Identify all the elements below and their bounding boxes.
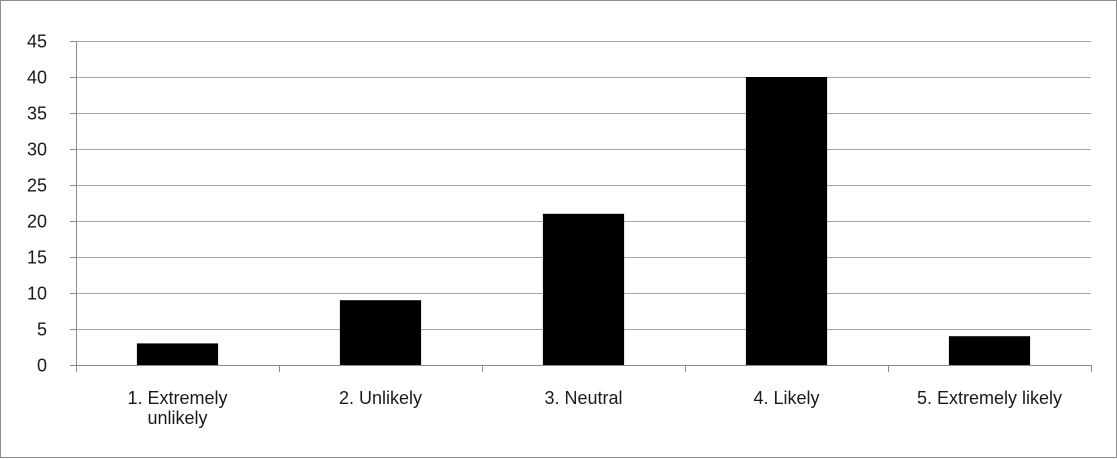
y-tick-label: 30 [27, 140, 47, 160]
bar-1 [136, 343, 219, 365]
y-tick-label: 45 [27, 32, 47, 52]
x-tick-label: 1. Extremely unlikely [127, 388, 227, 428]
y-tick-label: 25 [27, 176, 47, 196]
y-tick-label: 15 [27, 248, 47, 268]
bar-4 [745, 77, 828, 365]
axes [70, 41, 1092, 372]
bar-2 [339, 300, 422, 365]
y-tick-label: 20 [27, 212, 47, 232]
y-tick-label: 5 [37, 320, 47, 340]
y-tick-label: 40 [27, 68, 47, 88]
x-tick-label: 4. Likely [753, 388, 819, 408]
y-tick-label: 0 [37, 356, 47, 376]
x-tick-label: 3. Neutral [544, 388, 622, 408]
bar-5 [948, 336, 1031, 365]
bars [136, 77, 1031, 365]
x-tick-label: 5. Extremely likely [917, 388, 1062, 408]
y-tick-label: 10 [27, 284, 47, 304]
y-tick-label: 35 [27, 104, 47, 124]
y-tick-labels: 0 5 10 15 20 25 30 35 40 45 [27, 32, 47, 376]
x-tick-label: 2. Unlikely [339, 388, 422, 408]
gridlines [76, 41, 1091, 330]
x-tick-labels: 1. Extremely unlikely 2. Unlikely 3. Neutra… [127, 388, 1062, 428]
bar-3 [542, 213, 625, 365]
